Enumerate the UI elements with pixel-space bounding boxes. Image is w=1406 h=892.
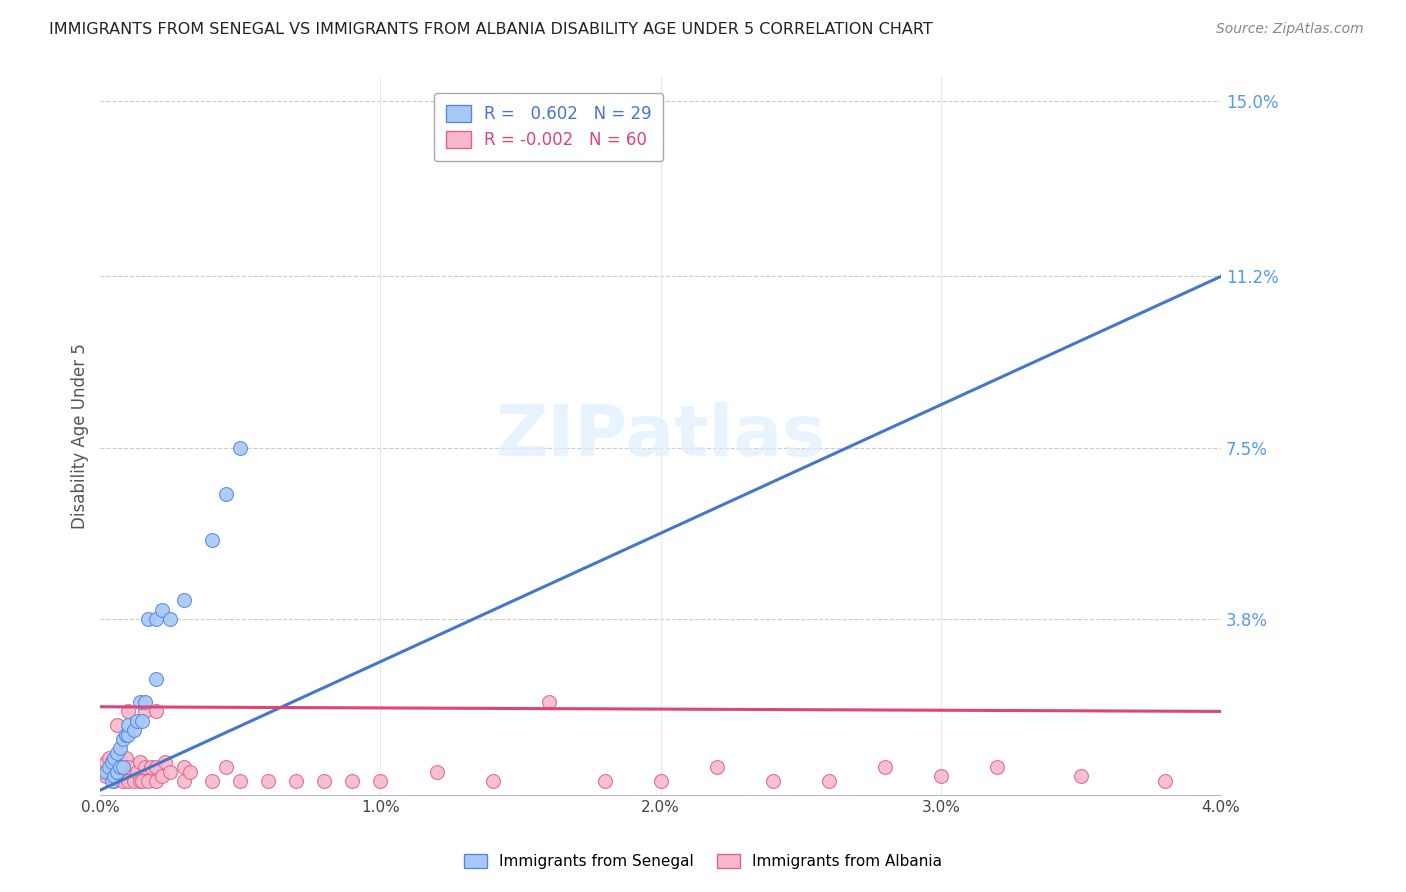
Point <box>1070 769 1092 783</box>
Point <box>159 764 181 779</box>
Point <box>125 714 148 728</box>
Point <box>762 773 785 788</box>
Point <box>134 705 156 719</box>
Legend: R =   0.602   N = 29, R = -0.002   N = 60: R = 0.602 N = 29, R = -0.002 N = 60 <box>434 93 664 161</box>
Point <box>108 741 131 756</box>
Point <box>97 760 120 774</box>
Point <box>111 773 134 788</box>
Point <box>131 773 153 788</box>
Point <box>150 769 173 783</box>
Point <box>131 714 153 728</box>
Point <box>1154 773 1177 788</box>
Point <box>201 773 224 788</box>
Point <box>873 760 896 774</box>
Point <box>103 750 125 764</box>
Point <box>103 769 125 783</box>
Point <box>91 764 114 779</box>
Point <box>342 773 364 788</box>
Point <box>179 764 201 779</box>
Point <box>108 764 131 779</box>
Point <box>105 756 128 770</box>
Point <box>108 750 131 764</box>
Point <box>229 773 252 788</box>
Point <box>105 764 128 779</box>
Point <box>159 612 181 626</box>
Point <box>100 756 122 770</box>
Point <box>145 705 167 719</box>
Point <box>117 718 139 732</box>
Point <box>215 760 238 774</box>
Point <box>145 672 167 686</box>
Point <box>114 727 136 741</box>
Point <box>145 760 167 774</box>
Point <box>150 602 173 616</box>
Y-axis label: Disability Age Under 5: Disability Age Under 5 <box>72 343 89 529</box>
Point <box>122 723 145 737</box>
Text: Source: ZipAtlas.com: Source: ZipAtlas.com <box>1216 22 1364 37</box>
Point <box>114 750 136 764</box>
Point <box>257 773 280 788</box>
Point <box>986 760 1008 774</box>
Point <box>105 746 128 760</box>
Point <box>593 773 616 788</box>
Point <box>481 773 503 788</box>
Point <box>173 593 195 607</box>
Point <box>229 441 252 455</box>
Point <box>100 756 122 770</box>
Point <box>111 760 134 774</box>
Point <box>425 764 447 779</box>
Point <box>103 760 125 774</box>
Legend: Immigrants from Senegal, Immigrants from Albania: Immigrants from Senegal, Immigrants from… <box>458 848 948 875</box>
Point <box>122 773 145 788</box>
Point <box>125 764 148 779</box>
Point <box>128 756 150 770</box>
Point <box>117 760 139 774</box>
Point <box>153 756 176 770</box>
Point <box>706 760 728 774</box>
Text: IMMIGRANTS FROM SENEGAL VS IMMIGRANTS FROM ALBANIA DISABILITY AGE UNDER 5 CORREL: IMMIGRANTS FROM SENEGAL VS IMMIGRANTS FR… <box>49 22 934 37</box>
Point <box>105 769 128 783</box>
Point <box>111 760 134 774</box>
Point <box>97 764 120 779</box>
Point <box>108 760 131 774</box>
Point <box>94 756 117 770</box>
Point <box>817 773 839 788</box>
Point <box>103 773 125 788</box>
Point <box>114 769 136 783</box>
Point <box>139 760 162 774</box>
Point <box>94 764 117 779</box>
Point <box>94 769 117 783</box>
Point <box>215 487 238 501</box>
Point <box>97 750 120 764</box>
Point <box>145 773 167 788</box>
Point <box>128 773 150 788</box>
Point <box>929 769 952 783</box>
Point <box>117 705 139 719</box>
Point <box>128 695 150 709</box>
Point <box>537 695 560 709</box>
Point <box>136 773 159 788</box>
Point <box>117 727 139 741</box>
Point <box>650 773 672 788</box>
Point <box>285 773 308 788</box>
Point <box>105 718 128 732</box>
Point <box>134 695 156 709</box>
Point <box>314 773 336 788</box>
Point <box>201 533 224 548</box>
Point <box>100 773 122 788</box>
Text: ZIPatlas: ZIPatlas <box>495 401 825 471</box>
Point <box>173 760 195 774</box>
Point <box>136 612 159 626</box>
Point <box>100 769 122 783</box>
Point <box>370 773 392 788</box>
Point <box>117 773 139 788</box>
Point <box>145 612 167 626</box>
Point <box>111 732 134 747</box>
Point <box>173 773 195 788</box>
Point <box>134 760 156 774</box>
